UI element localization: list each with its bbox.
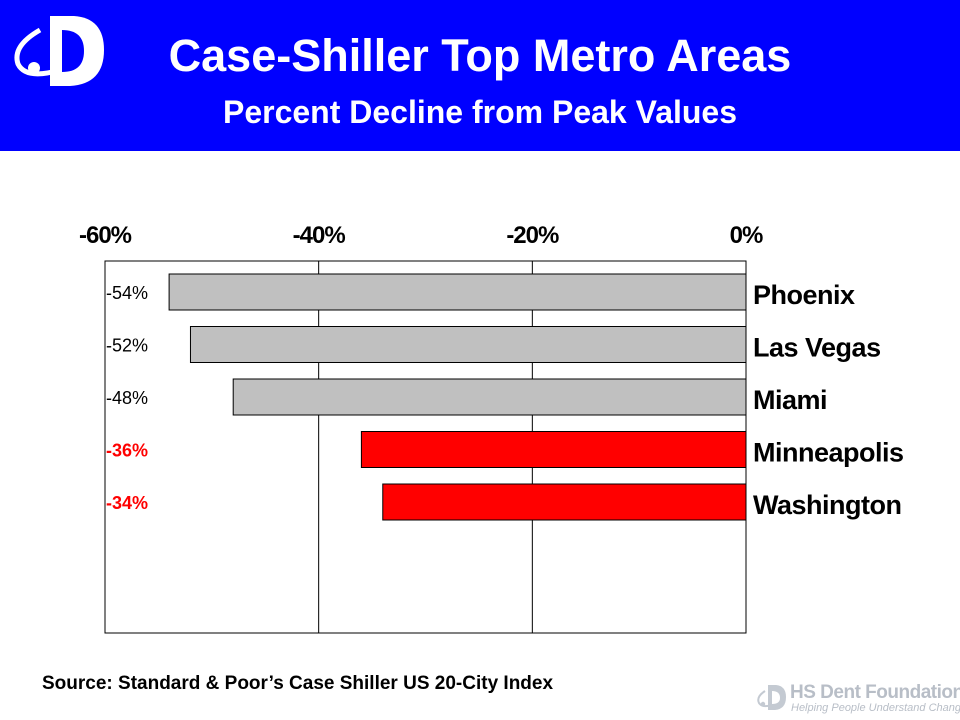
data-label: -48%	[106, 388, 148, 408]
x-tick-label: 0%	[730, 222, 763, 249]
page-title: Case-Shiller Top Metro Areas	[168, 30, 792, 81]
category-label: Phoenix	[753, 280, 855, 310]
bar	[232, 378, 747, 416]
data-label: -54%	[106, 283, 148, 303]
footer-logo-icon	[757, 685, 786, 710]
category-label: Washington	[753, 490, 901, 520]
page-subtitle: Percent Decline from Peak Values	[222, 94, 738, 130]
x-tick-label: -40%	[293, 222, 346, 249]
category-label: Miami	[753, 385, 827, 415]
x-tick-label: -60%	[79, 222, 132, 249]
footer-brand-name: HS Dent Foundation	[790, 682, 960, 703]
bar	[168, 273, 747, 311]
footer-brand-tagline: Helping People Understand Change	[791, 702, 960, 714]
bar	[360, 431, 747, 468]
data-label: -52%	[106, 336, 148, 356]
header-banner: Case-Shiller Top Metro Areas Percent Dec…	[0, 0, 960, 151]
bar	[189, 326, 747, 363]
category-label: Las Vegas	[753, 333, 881, 363]
x-tick-label: -20%	[506, 222, 559, 249]
bar	[382, 483, 747, 521]
source-note: Source: Standard & Poor’s Case Shiller U…	[42, 673, 554, 694]
data-label: -34%	[106, 493, 148, 513]
data-label: -36%	[106, 441, 148, 461]
footer-brand: HS Dent Foundation Helping People Unders…	[754, 682, 960, 716]
hs-dent-logo-icon	[14, 16, 104, 86]
category-label: Minneapolis	[753, 438, 904, 468]
